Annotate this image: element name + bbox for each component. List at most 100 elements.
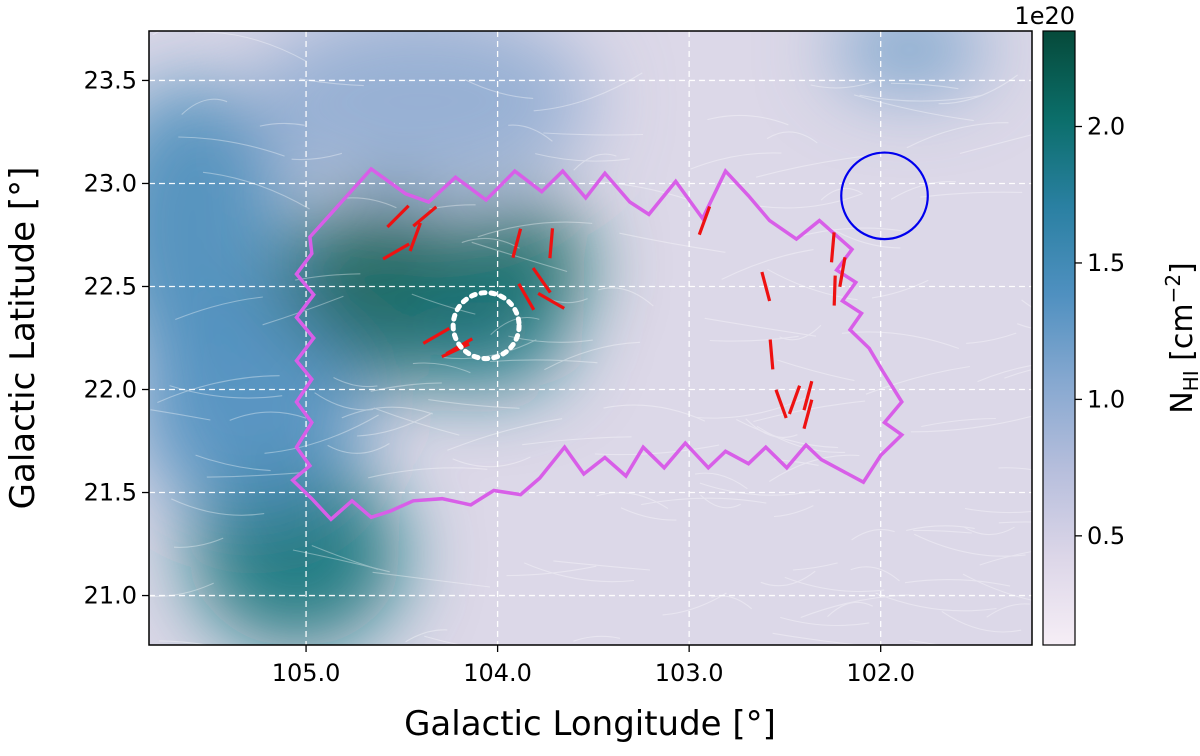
cloud-top-right bbox=[832, 31, 987, 91]
streamline bbox=[1021, 299, 1032, 308]
streamline bbox=[202, 171, 310, 210]
y-tick-label: 23.5 bbox=[84, 66, 137, 94]
streamline bbox=[594, 444, 720, 456]
streamline bbox=[921, 417, 996, 428]
colorbar-tick-label: 1.0 bbox=[1087, 385, 1125, 413]
streamline bbox=[149, 582, 214, 598]
streamline bbox=[471, 241, 568, 273]
streamline bbox=[424, 635, 465, 645]
colorbar-gradient bbox=[1042, 30, 1076, 646]
colorbar-ticks: 0.5 1.0 1.5 2.0 bbox=[1075, 113, 1125, 550]
streamline bbox=[641, 497, 767, 506]
streamline bbox=[779, 324, 822, 341]
streamline bbox=[327, 443, 390, 454]
streamline bbox=[853, 94, 974, 122]
polarization-vector bbox=[832, 275, 837, 306]
streamline bbox=[784, 576, 885, 593]
streamline bbox=[998, 467, 1032, 471]
streamline bbox=[447, 418, 563, 451]
streamline bbox=[490, 316, 540, 336]
streamline bbox=[603, 404, 706, 422]
streamline bbox=[810, 80, 877, 89]
streamline bbox=[178, 136, 285, 157]
streamline bbox=[696, 396, 809, 419]
streamline bbox=[756, 425, 846, 453]
cloud-left-mid bbox=[149, 307, 364, 514]
streamline bbox=[311, 544, 379, 570]
streamline bbox=[797, 227, 904, 238]
polarization-vector bbox=[441, 342, 470, 359]
streamline bbox=[875, 592, 997, 612]
grid-lines bbox=[149, 31, 1032, 645]
streamline bbox=[859, 94, 983, 102]
streamline bbox=[489, 359, 598, 364]
region-circles bbox=[450, 151, 929, 362]
plot-frame bbox=[148, 30, 1033, 646]
streamline bbox=[171, 498, 265, 516]
streamline bbox=[909, 639, 943, 645]
colorbar-title-main: N bbox=[1165, 391, 1200, 413]
streamline bbox=[768, 454, 860, 482]
streamline bbox=[175, 296, 263, 321]
plot-area bbox=[149, 31, 1032, 645]
streamline bbox=[711, 595, 753, 610]
streamline bbox=[759, 192, 863, 209]
streamline bbox=[851, 529, 895, 541]
polarization-vector bbox=[768, 339, 775, 370]
polarization-vectors bbox=[382, 204, 847, 430]
streamline bbox=[827, 225, 901, 249]
colorbar-tick-label: 1.5 bbox=[1087, 249, 1125, 277]
y-axis: 21.0 21.5 22.0 22.5 23.0 23.5 bbox=[84, 66, 149, 610]
streamline bbox=[780, 616, 870, 627]
streamline bbox=[412, 362, 471, 374]
streamline bbox=[620, 507, 677, 521]
x-tick-label: 104.0 bbox=[463, 659, 532, 687]
streamline bbox=[590, 180, 692, 202]
streamline bbox=[966, 332, 1017, 344]
streamline bbox=[772, 632, 863, 645]
streamline bbox=[508, 124, 553, 142]
beam-circle bbox=[840, 151, 929, 241]
streamline bbox=[373, 407, 460, 436]
streamline bbox=[700, 494, 741, 509]
streamline bbox=[920, 191, 1023, 198]
cloud-south-core bbox=[392, 298, 565, 390]
polarization-vector bbox=[802, 399, 814, 430]
streamline bbox=[181, 98, 228, 115]
polarization-vector bbox=[838, 257, 847, 288]
polarization-vector bbox=[511, 228, 523, 259]
streamline bbox=[573, 635, 621, 642]
streamline bbox=[157, 375, 280, 404]
y-tick-label: 21.0 bbox=[84, 582, 137, 610]
streamline bbox=[977, 364, 1032, 383]
streamline bbox=[357, 412, 433, 437]
streamline bbox=[906, 122, 1009, 149]
colorbar-title: NHI [cm−2] bbox=[1161, 262, 1200, 414]
streamline bbox=[264, 414, 379, 454]
streamline bbox=[694, 472, 748, 490]
streamline bbox=[890, 82, 959, 90]
streamline bbox=[1004, 368, 1032, 379]
streamline bbox=[573, 153, 617, 171]
x-axis: 105.0 104.0 103.0 102.0 bbox=[272, 645, 915, 687]
streamline bbox=[206, 471, 305, 478]
colorbar: 0.5 1.0 1.5 2.0 1e20 NHI [cm−2] bbox=[1014, 2, 1200, 646]
polarization-vector bbox=[412, 205, 438, 228]
streamline bbox=[721, 249, 814, 280]
y-tick-label: 22.5 bbox=[84, 272, 137, 300]
streamline bbox=[827, 601, 874, 617]
streamline bbox=[914, 533, 1026, 557]
y-axis-title: Galactic Latitude [°] bbox=[3, 167, 43, 510]
streamline bbox=[767, 268, 858, 301]
streamline bbox=[292, 549, 390, 573]
polarization-vector bbox=[386, 204, 410, 229]
streamline bbox=[195, 454, 271, 472]
streamline bbox=[963, 526, 1015, 536]
streamline bbox=[979, 550, 1032, 566]
streamline bbox=[464, 79, 534, 99]
colorbar-title-close: ] bbox=[1165, 262, 1200, 274]
streamline bbox=[961, 31, 965, 33]
streamline bbox=[372, 571, 491, 588]
streamline bbox=[745, 418, 798, 438]
colorbar-title-sub: HI bbox=[1179, 370, 1200, 391]
